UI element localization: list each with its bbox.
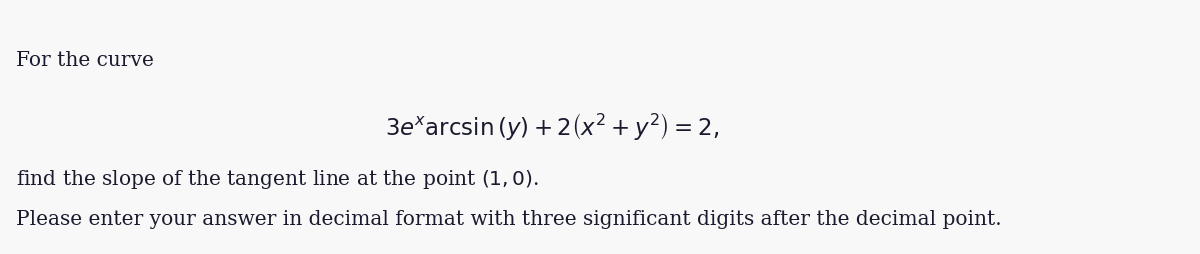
Text: For the curve: For the curve — [16, 52, 154, 70]
Text: find the slope of the tangent line at the point $(1, 0)$.: find the slope of the tangent line at th… — [16, 168, 539, 190]
Text: Please enter your answer in decimal format with three significant digits after t: Please enter your answer in decimal form… — [16, 210, 1001, 229]
Text: $3e^{x} \mathrm{arcsin}\,(y) + 2\left(x^2 + y^2\right) = 2,$: $3e^{x} \mathrm{arcsin}\,(y) + 2\left(x^… — [385, 112, 719, 142]
